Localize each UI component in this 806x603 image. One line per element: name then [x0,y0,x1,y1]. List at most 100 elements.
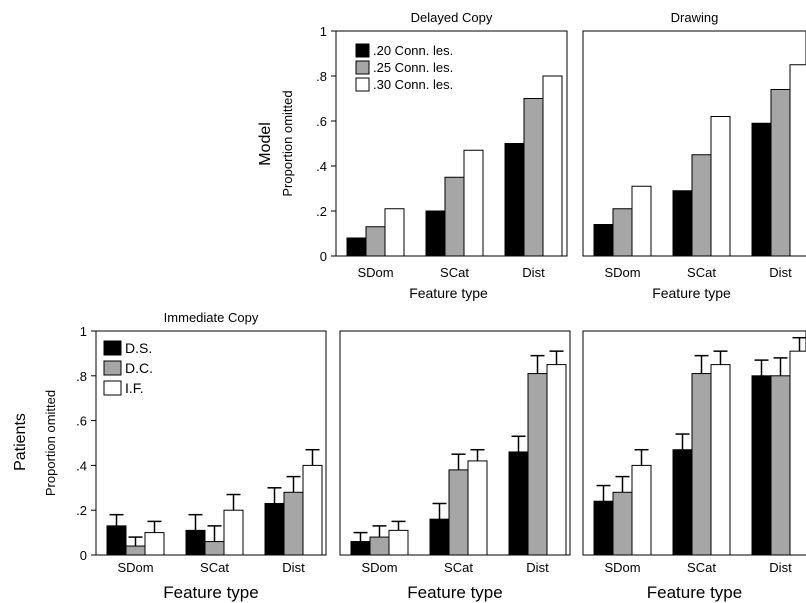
category-label: SDom [604,560,640,575]
bar [224,510,243,555]
bar [385,209,404,256]
chart-panel-1: Delayed Copy 0 .2 .4 .6 .8 1 Proportion omitted… [280,10,567,301]
category-label: SDom [357,265,393,280]
y-tick-label: 1 [80,324,87,339]
bar [711,365,730,555]
bar [547,365,566,555]
y-tick-label: .2 [316,204,327,219]
bar [370,537,389,555]
bar [366,227,385,256]
panel-title: Delayed Copy [411,10,493,25]
x-axis-label: Feature type [163,583,258,602]
bar [389,530,408,555]
bar [265,503,284,555]
category-label: Dist [526,560,549,575]
bar [284,492,303,555]
chart-panel-3: Immediate Copy 0 .2 .4 .6 .8 1 Proportion omitt… [43,310,326,602]
x-axis-label: Feature type [407,583,502,602]
bar [594,501,613,555]
bar [524,99,543,257]
bar [505,144,524,257]
bar [771,376,790,555]
bar [632,186,651,256]
bar [430,519,449,555]
row-label-model: Model [257,122,274,166]
legend-swatch [104,341,121,355]
category-label: SDom [361,560,397,575]
legend-swatch [104,361,121,375]
x-axis-label: Feature type [647,583,742,602]
legend-label: I.F. [125,380,144,396]
legend-swatch [356,61,369,74]
bar [347,238,366,256]
bar [528,374,547,555]
y-tick-label: 0 [320,249,327,264]
chart-panel-2: Drawing SDom SCat Dist Feature type [583,10,806,301]
category-label: SCat [687,265,716,280]
category-label: Dist [769,560,792,575]
category-label: SDom [117,560,153,575]
bar [594,225,613,257]
bar [145,533,164,555]
legend-swatch [104,381,121,395]
bar [543,76,562,256]
bar [449,470,468,555]
y-tick-label: .8 [316,69,327,84]
category-label: SCat [687,560,716,575]
bar [126,546,145,555]
category-label: Dist [522,265,545,280]
y-tick-label: .2 [76,503,87,518]
bar [509,452,528,555]
category-label: SDom [604,265,640,280]
bar [303,465,322,555]
legend-label: .20 Conn. les. [373,43,453,58]
bar [692,374,711,555]
bar [752,123,771,256]
bar [673,450,692,555]
category-label: SCat [444,560,473,575]
bar [752,376,771,555]
category-label: SCat [200,560,229,575]
bar [790,65,806,256]
x-axis-label: Feature type [652,285,731,301]
x-axis-label: Feature type [409,285,488,301]
bar [107,526,126,555]
bar [613,492,632,555]
bar [468,461,487,555]
bar [464,150,483,256]
bar [613,209,632,256]
panel-title: Immediate Copy [164,310,259,325]
legend-label: .30 Conn. les. [373,77,453,92]
bar [186,530,205,555]
bar [632,465,651,555]
y-axis-label: Proportion omitted [280,90,295,196]
bar [711,117,730,257]
chart-panel-4: SDom SCat Dist Feature type [340,331,570,602]
bar [673,191,692,256]
y-tick-label: .6 [76,414,87,429]
y-tick-label: .4 [316,159,327,174]
bar [692,155,711,256]
legend-label: D.C. [125,360,153,376]
bar [771,90,790,257]
y-tick-label: .4 [76,458,87,473]
y-tick-label: .8 [76,369,87,384]
bar [426,211,445,256]
y-tick-label: 1 [320,24,327,39]
y-tick-label: 0 [80,548,87,563]
chart-panel-5: SDom SCat Dist Feature type [583,331,806,602]
legend-swatch [356,78,369,91]
bar [790,351,806,555]
panel-title: Drawing [671,10,719,25]
y-tick-label: .6 [316,114,327,129]
panels: Delayed Copy 0 .2 .4 .6 .8 1 Proportion omitted… [43,10,806,602]
legend-label: D.S. [125,340,152,356]
bar [445,177,464,256]
category-label: Dist [769,265,792,280]
category-label: Dist [282,560,305,575]
category-label: SCat [440,265,469,280]
legend-label: .25 Conn. les. [373,60,453,75]
y-axis-label: Proportion omitted [43,390,58,496]
row-label-patients: Patients [12,413,29,471]
